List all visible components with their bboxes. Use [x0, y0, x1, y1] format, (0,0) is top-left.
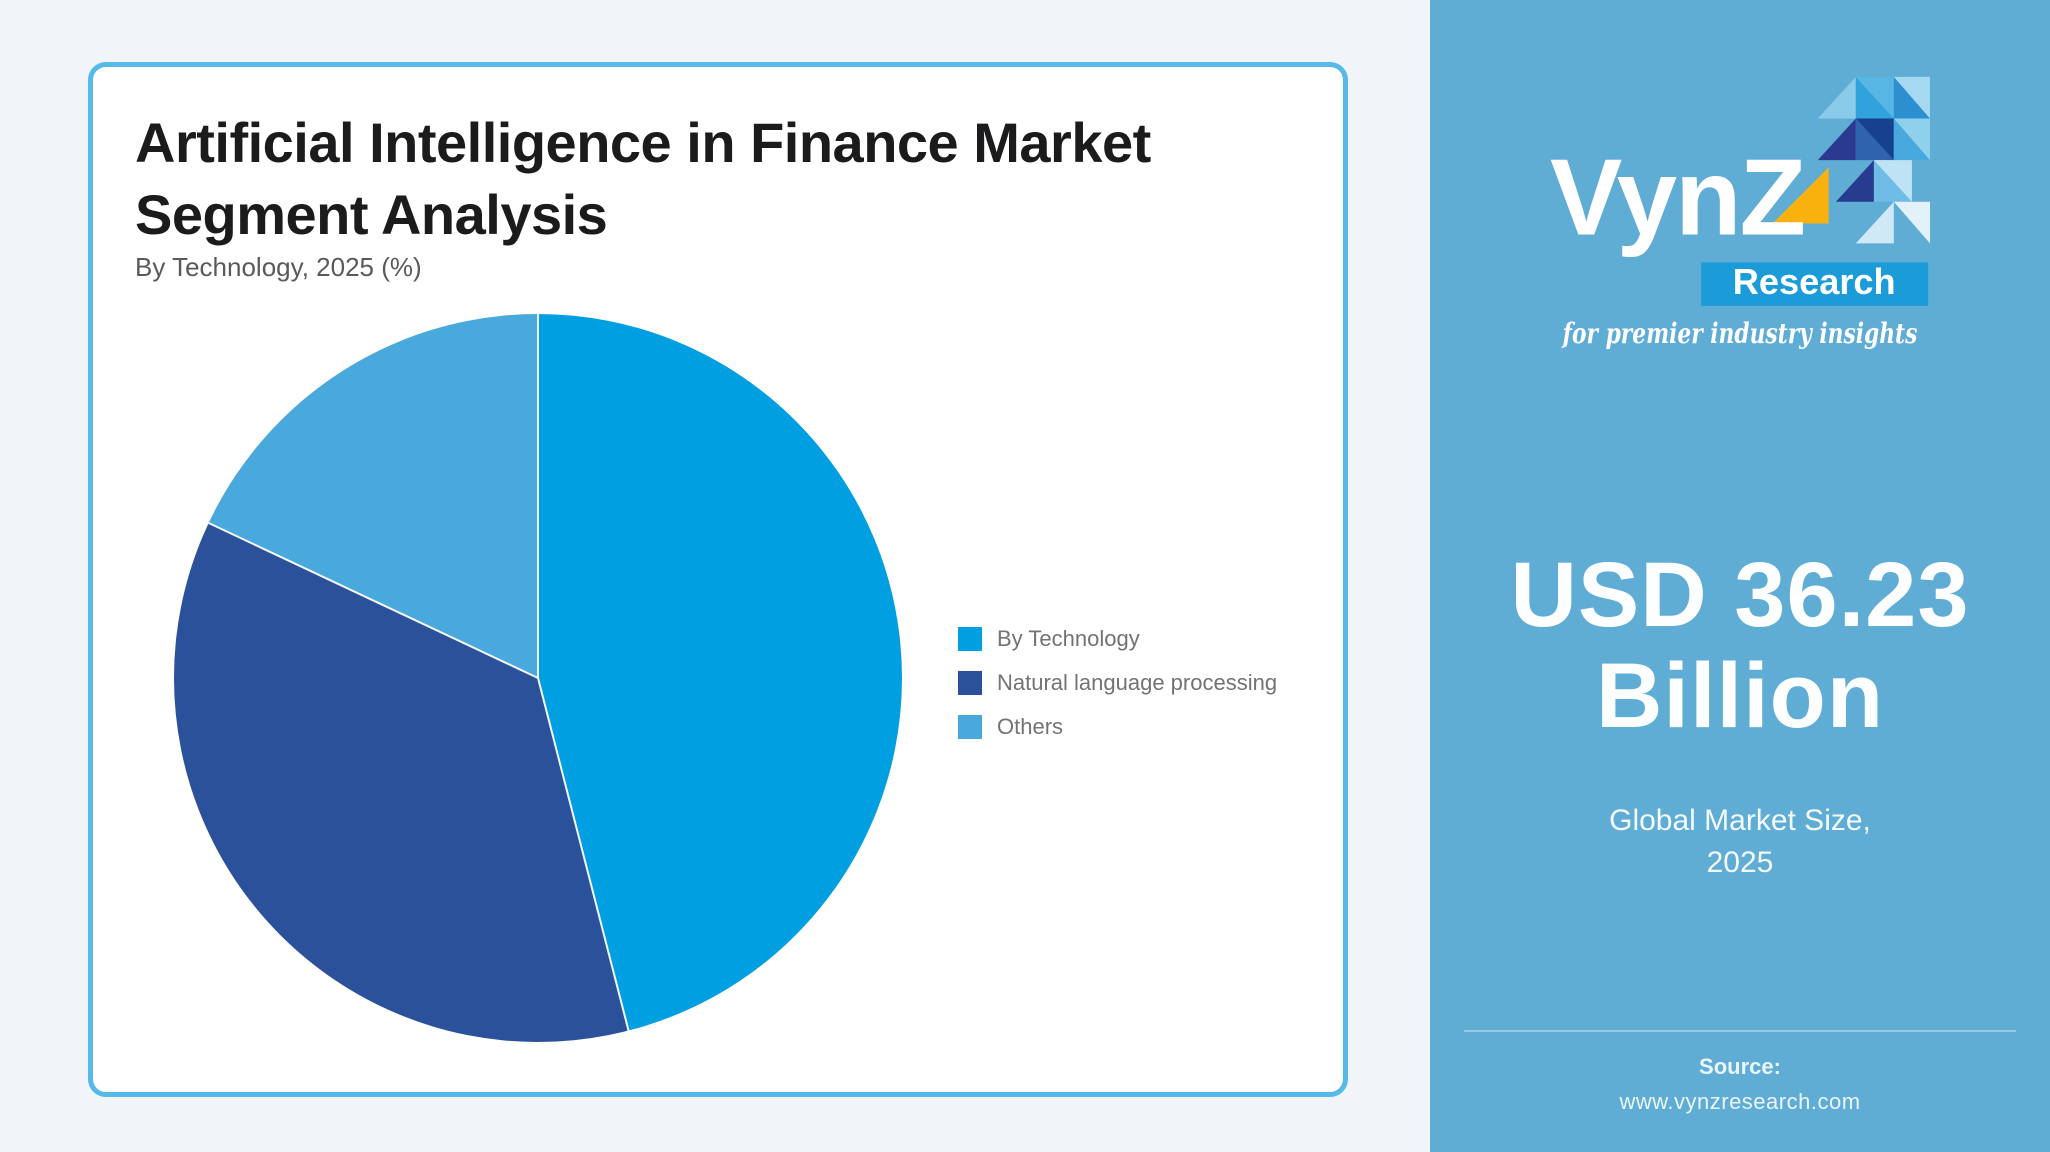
pie-chart [174, 314, 902, 1042]
logo-wordmark: VynZ [1550, 137, 1804, 258]
market-size-line2: Billion [1595, 645, 1885, 748]
chart-card: Artificial Intelligence in Finance Marke… [88, 62, 1348, 1097]
logo-mosaic-icon [1817, 76, 1930, 244]
pie-slice-separator [537, 314, 539, 678]
legend: By Technology Natural language processin… [958, 626, 1278, 759]
source-label: Source: [1699, 1054, 1781, 1079]
sidebar: VynZ Research for premier industry insig… [1430, 0, 2050, 1152]
legend-item-by-technology: By Technology [958, 626, 1277, 651]
logo-tagline: for premier industry insights [1561, 317, 1917, 350]
market-size-line1: USD 36.23 [1510, 544, 1970, 646]
market-size-caption: Global Market Size, 2025 [1430, 800, 2050, 884]
legend-swatch-nlp [958, 671, 982, 695]
legend-swatch-others [958, 715, 982, 739]
legend-label: Natural language processing [997, 670, 1278, 695]
pie-slice-separator [208, 522, 539, 679]
logo-yellow-triangle-icon [1772, 167, 1829, 224]
chart-subtitle: By Technology, 2025 (%) [135, 252, 422, 282]
logo-division-label: Research [1733, 261, 1896, 302]
legend-item-others: Others [958, 714, 1277, 739]
legend-item-nlp: Natural language processing [958, 670, 1278, 695]
logo-graphic: VynZ Research for premier industry insig… [1550, 76, 1930, 350]
legend-label: By Technology [997, 626, 1140, 651]
chart-title: Artificial Intelligence in Finance Marke… [135, 111, 1151, 246]
source-block: Source: www.vynzresearch.com [1430, 1054, 2050, 1115]
source-link[interactable]: www.vynzresearch.com [1619, 1089, 1861, 1114]
legend-swatch-by-technology [958, 627, 982, 651]
divider [1464, 1030, 2016, 1032]
caption-line2: 2025 [1706, 846, 1774, 879]
legend-label: Others [997, 714, 1064, 739]
vynz-research-logo: VynZ Research for premier industry insig… [1550, 64, 1930, 363]
market-size-value: USD 36.23 Billion [1430, 544, 2050, 748]
pie-slice-separator [537, 677, 630, 1031]
caption-line1: Global Market Size, [1609, 804, 1871, 837]
logo-division-bar [1701, 262, 1929, 306]
